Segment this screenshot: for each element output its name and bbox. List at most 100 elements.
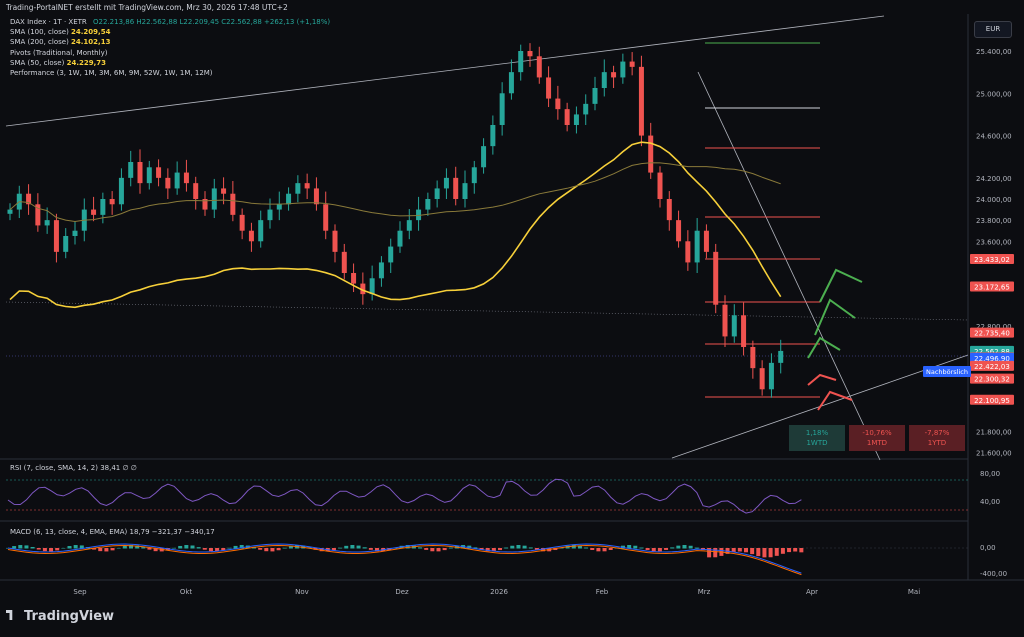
macd-histogram-bar (664, 548, 669, 550)
macd-histogram-bar (282, 547, 287, 549)
legend-item[interactable]: SMA (200, close) 24.102,13 (10, 37, 330, 47)
candle-body (341, 251, 347, 273)
candle-body (564, 109, 570, 125)
price-tag (970, 352, 1014, 363)
legend-symbol-row[interactable]: DAX Index · 1T · XETR O22.213,86 H22.562… (10, 17, 330, 27)
nachboerslich-label: Nachbörslich (926, 368, 968, 376)
macd-histogram-bar (639, 547, 644, 549)
macd-histogram-bar (756, 548, 761, 557)
candle-body (146, 167, 152, 184)
legend-item[interactable]: SMA (100, close) 24.209,54 (10, 27, 330, 37)
x-tick-label: Okt (180, 588, 193, 596)
legend-item-label: SMA (100, close) (10, 28, 72, 37)
candle-body (629, 61, 635, 67)
macd-histogram-bar (485, 548, 490, 552)
legend-item[interactable]: Pivots (Traditional, Monthly) (10, 48, 330, 58)
macd-histogram-bar (571, 545, 576, 549)
legend-item[interactable]: SMA (50, close) 24.229,73 (10, 58, 330, 68)
price-tag-label: 22.422,03 (974, 363, 1010, 371)
macd-histogram-bar (79, 545, 84, 549)
y-tick-label: 21.600,00 (976, 450, 1012, 458)
candle-body (286, 193, 292, 205)
macd-histogram-bar (18, 545, 23, 549)
candle-body (267, 209, 273, 221)
candle-body (778, 350, 784, 363)
candle-body (694, 230, 700, 263)
macd-histogram-bar (799, 548, 804, 553)
price-tag-label: 22.496,90 (974, 355, 1010, 363)
candle-body (72, 230, 78, 236)
y-tick-label: 24.200,00 (976, 175, 1012, 183)
candle-body (750, 347, 756, 369)
macd-histogram-bar (110, 548, 115, 551)
macd-histogram-bar (135, 545, 140, 549)
candle-body (295, 183, 301, 194)
candle-body (276, 204, 282, 210)
x-tick-label: Apr (806, 588, 818, 596)
macd-histogram-bar (42, 548, 47, 552)
y-tick-label: 21.800,00 (976, 429, 1012, 437)
candle-body (183, 172, 189, 184)
rsi-axis-label: 40,00 (980, 498, 1000, 506)
macd-histogram-bar (208, 548, 213, 552)
macd-histogram-bar (651, 548, 656, 552)
price-tag-label: 22.562,88 (974, 348, 1010, 356)
performance-box-1mtd: -10,76% 1MTD (849, 425, 905, 451)
candle-body (397, 230, 403, 247)
macd-histogram-bar (55, 548, 60, 551)
macd-histogram-bar (596, 548, 601, 552)
candle-body (703, 230, 709, 252)
candle-body (471, 167, 477, 184)
candle-body (666, 199, 672, 221)
macd-histogram-bar (122, 545, 127, 549)
macd-histogram-bar (350, 545, 355, 549)
macd-histogram-bar (178, 545, 183, 549)
macd-histogram-bar (104, 548, 109, 552)
candle-body (462, 183, 468, 199)
candle-body (685, 241, 691, 263)
candle-body (499, 93, 505, 125)
macd-histogram-bar (375, 548, 379, 552)
candle-body (713, 251, 719, 305)
candle-body (7, 209, 13, 214)
macd-histogram-bar (362, 547, 367, 549)
candle-body (165, 177, 171, 189)
macd-histogram-bar (239, 545, 244, 549)
macd-histogram-bar (633, 545, 638, 549)
macd-histogram-bar (479, 548, 484, 550)
price-tag-label: 22.100,95 (974, 397, 1010, 405)
candle-body (676, 220, 682, 242)
y-tick-label: 23.800,00 (976, 217, 1012, 225)
performance-pct: -10,76% (862, 429, 892, 437)
candle-body (768, 362, 774, 390)
macd-histogram-bar (215, 548, 220, 552)
macd-histogram-bar (522, 545, 527, 549)
macd-histogram-bar (657, 548, 662, 552)
macd-histogram-bar (184, 545, 189, 549)
candle-body (351, 273, 357, 284)
macd-histogram-bar (774, 548, 779, 556)
performance-pct: 1,18% (805, 429, 829, 437)
macd-histogram-bar (793, 548, 798, 552)
candle-body (378, 262, 384, 279)
projection-arrow (807, 373, 837, 386)
legend-item[interactable]: Performance (3, 1W, 1M, 3M, 6M, 9M, 52W,… (10, 68, 330, 78)
candle-body (35, 204, 41, 226)
candle-body (592, 88, 598, 104)
candle-body (481, 146, 487, 168)
currency-button[interactable]: EUR (974, 21, 1012, 38)
macd-histogram-bar (516, 545, 521, 549)
candle-body (722, 304, 728, 337)
candle-body (759, 368, 765, 390)
macd-histogram-bar (627, 545, 632, 549)
candle-body (453, 177, 459, 199)
macd-histogram-bar (49, 548, 54, 552)
candle-body (731, 315, 737, 337)
x-tick-label: Sep (73, 588, 87, 596)
macd-histogram-bar (368, 548, 373, 550)
macd-histogram-bar (36, 548, 41, 550)
candle-body (508, 72, 514, 94)
candle-body (221, 188, 227, 194)
candle-body (638, 66, 644, 136)
